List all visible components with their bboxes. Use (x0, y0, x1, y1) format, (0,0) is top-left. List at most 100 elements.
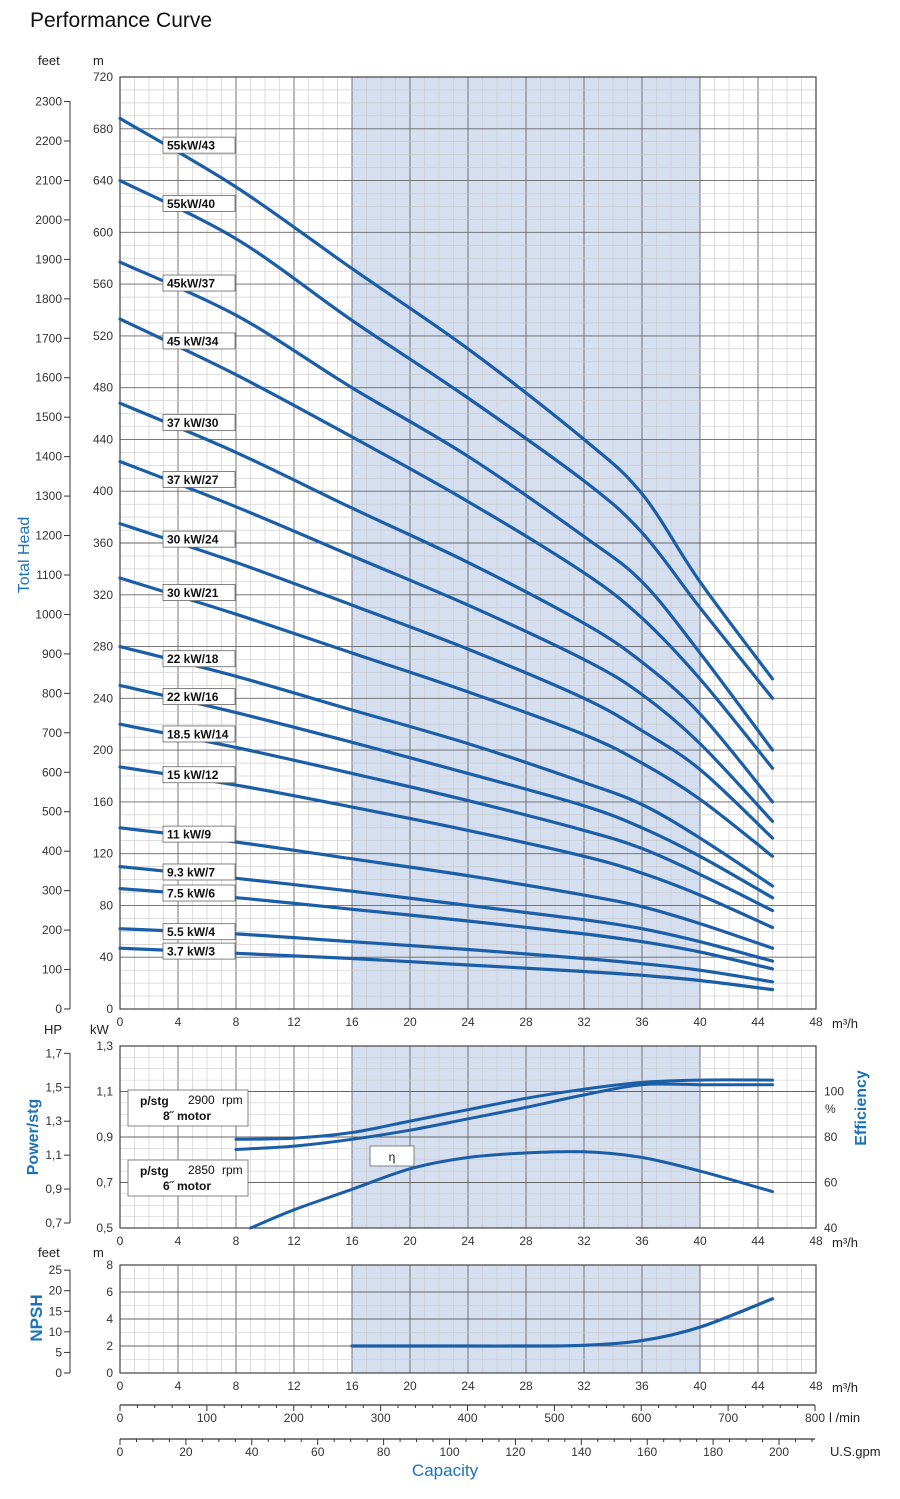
head-curve (118, 722, 775, 913)
power-x-tick-label: 20 (403, 1234, 417, 1248)
head-curve-label: 11 kW/9 (162, 825, 236, 843)
head-y-tick-label-m: 600 (93, 225, 113, 239)
npsh-x-tick-label: 8 (233, 1379, 240, 1393)
npsh-x-tick-label: 4 (175, 1379, 182, 1393)
power-y-tick-label-kw: 0,5 (96, 1221, 113, 1235)
head-curve-label-box (162, 942, 236, 960)
gpm-tick-label: 60 (311, 1445, 325, 1459)
lmin-tick-label: 200 (284, 1411, 304, 1425)
npsh-y-tick-label-m: 4 (106, 1312, 113, 1326)
head-y-tick-label-m: 240 (93, 691, 113, 705)
gpm-tick-label: 100 (439, 1445, 459, 1459)
power-x-tick-label: 0 (117, 1234, 124, 1248)
eta-label-text: η (389, 1150, 396, 1164)
power-x-tick-label: 44 (751, 1234, 765, 1248)
head-curve-label: 22 kW/18 (162, 650, 236, 668)
head-curve-label: 30 kW/21 (162, 584, 236, 601)
lmin-tick-label: 800 (805, 1411, 825, 1425)
power-y-tick-label-hp: 1,3 (45, 1114, 62, 1128)
power-x-tick-label: 40 (693, 1234, 707, 1248)
head-y-tick-label-feet: 700 (42, 726, 62, 740)
head-curve (118, 683, 775, 900)
head-curve-label-text: 15 kW/12 (167, 768, 219, 782)
head-curve (118, 576, 775, 858)
head-x-tick-label: 36 (635, 1015, 649, 1029)
power-unit-kw: kW (90, 1022, 110, 1037)
head-y-tick-label-feet: 1300 (35, 489, 62, 503)
head-curve (118, 645, 775, 888)
power-y-tick-label-kw: 1,3 (96, 1039, 113, 1053)
motor-note-rpm: 2900 (188, 1093, 215, 1107)
head-curve-label-box (162, 766, 236, 784)
npsh-x-tick-label: 40 (693, 1379, 707, 1393)
head-curve (118, 826, 775, 950)
lmin-tick-label: 0 (117, 1411, 124, 1425)
power-x-unit: m³/h (832, 1235, 858, 1250)
power-y-tick-label-kw: 1,1 (96, 1085, 113, 1099)
efficiency-curve (249, 1150, 774, 1230)
head-curve (118, 179, 775, 700)
gpm-tick-label: 160 (637, 1445, 657, 1459)
power-x-tick-label: 28 (519, 1234, 533, 1248)
head-y-tick-label-feet: 1900 (35, 252, 62, 266)
power-y-axis-label: Power/stg (25, 1099, 42, 1175)
npsh-y-tick-label-feet: 25 (49, 1263, 63, 1277)
head-x-unit: m³/h (832, 1016, 858, 1031)
head-x-tick-label: 32 (577, 1015, 591, 1029)
head-curve-label-box (162, 923, 236, 941)
power-y-tick-label-hp: 1,5 (45, 1080, 62, 1094)
head-curve-label: 18.5 kW/14 (162, 725, 236, 743)
head-y-tick-label-m: 0 (106, 1002, 113, 1016)
motor-note-line1: p/stg (140, 1164, 169, 1178)
head-curve (118, 927, 775, 984)
head-curve (118, 765, 775, 930)
head-curve (118, 865, 775, 963)
head-curve-label-text: 11 kW/9 (167, 828, 211, 842)
npsh-x-unit: m³/h (832, 1380, 858, 1395)
head-y-tick-label-m: 680 (93, 122, 113, 136)
head-curve-label-text: 45 kW/34 (167, 334, 219, 348)
head-y-tick-label-feet: 2300 (35, 95, 62, 109)
motor-note-line2: 8˝ motor (163, 1109, 211, 1123)
head-curve-label: 15 kW/12 (162, 766, 236, 784)
head-y-tick-label-m: 320 (93, 588, 113, 602)
head-curve-label-box (162, 332, 236, 350)
head-y-tick-label-m: 120 (93, 847, 113, 861)
head-x-tick-label: 8 (233, 1015, 240, 1029)
head-curve (118, 401, 775, 804)
head-curve-label: 9.3 kW/7 (162, 863, 236, 881)
power-x-tick-label: 4 (175, 1234, 182, 1248)
power-x-tick-label: 24 (461, 1234, 475, 1248)
power-unit-pct: % (825, 1102, 836, 1116)
lmin-unit: l /min (829, 1410, 860, 1425)
head-curve-label-box (162, 825, 236, 843)
power-panel: HP kW0,50,70,91,11,30,70,91,11,31,51,7406… (25, 1022, 870, 1250)
head-curve-label-box (162, 725, 236, 743)
npsh-x-tick-label: 32 (577, 1379, 591, 1393)
npsh-x-tick-label: 44 (751, 1379, 765, 1393)
npsh-curve (350, 1297, 775, 1348)
head-y-tick-label-m: 400 (93, 484, 113, 498)
motor-note: p/stg 2900 rpm 8˝ motor (127, 1089, 249, 1127)
power-unit-hp: HP (44, 1022, 62, 1037)
head-y-tick-label-m: 80 (100, 898, 114, 912)
npsh-y-tick-label-m: 8 (106, 1258, 113, 1272)
npsh-frame (119, 1264, 817, 1374)
head-x-tick-label: 16 (345, 1015, 359, 1029)
power-y-tick-label-hp: 0,7 (45, 1216, 62, 1230)
lmin-tick-label: 400 (457, 1411, 477, 1425)
power-curve (234, 1078, 774, 1141)
npsh-x-tick-label: 0 (117, 1379, 124, 1393)
head-curve (118, 946, 775, 992)
head-x-tick-label: 40 (693, 1015, 707, 1029)
head-curve-label-text: 9.3 kW/7 (167, 865, 215, 879)
gpm-tick-label: 140 (571, 1445, 591, 1459)
head-x-tick-label: 48 (809, 1015, 823, 1029)
head-y-tick-label-m: 280 (93, 640, 113, 654)
head-curve (118, 317, 775, 770)
head-y-tick-label-feet: 1500 (35, 410, 62, 424)
head-curve-label-text: 22 kW/18 (167, 652, 219, 666)
head-curve-label-text: 55kW/43 (167, 139, 215, 153)
head-x-tick-label: 44 (751, 1015, 765, 1029)
power-x-tick-label: 48 (809, 1234, 823, 1248)
